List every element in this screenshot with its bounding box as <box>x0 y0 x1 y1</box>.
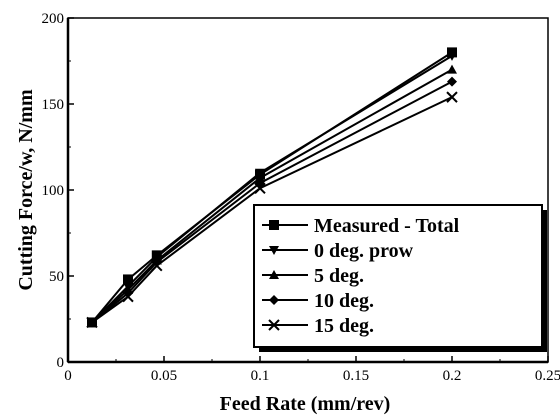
data-point <box>151 259 163 272</box>
data-point <box>123 274 133 285</box>
legend-label: 0 deg. prow <box>314 240 414 262</box>
legend-label: 10 deg. <box>314 290 374 312</box>
legend-marker <box>269 295 279 305</box>
legend-label: Measured - Total <box>314 215 460 237</box>
data-point <box>447 76 457 87</box>
legend-label: 5 deg. <box>314 265 364 287</box>
x-tick-label: 0.15 <box>343 368 369 384</box>
x-tick-label: 0.25 <box>535 368 560 384</box>
legend-marker <box>269 270 279 279</box>
x-tick-label: 0 <box>64 368 72 384</box>
series-markers <box>86 47 458 329</box>
y-tick-label: 100 <box>42 183 65 199</box>
legend: Measured - Total 0 deg. prow 5 deg. 10 deg.… <box>253 204 547 352</box>
legend-label: 15 deg. <box>314 315 374 337</box>
x-axis-label: Feed Rate (mm/rev) <box>220 393 391 415</box>
data-point <box>447 64 457 74</box>
y-axis-label: Cutting Force/w, N/mm <box>15 89 37 291</box>
data-point <box>446 91 458 103</box>
data-point <box>254 182 266 194</box>
x-tick-label: 0.05 <box>151 368 177 384</box>
legend-marker <box>269 246 279 255</box>
x-tick-label: 0.2 <box>443 368 462 384</box>
x-tick-label: 0.1 <box>251 368 270 384</box>
data-point <box>122 290 134 303</box>
y-tick-label: 150 <box>42 97 65 113</box>
axes <box>66 17 549 364</box>
y-tick-label: 50 <box>49 269 64 285</box>
y-tick-label: 0 <box>57 355 65 371</box>
data-point <box>151 257 162 268</box>
data-point <box>123 288 133 299</box>
legend-marker <box>269 220 279 230</box>
data-point <box>447 51 457 61</box>
data-point <box>86 316 98 329</box>
tick-labels: 0 0.05 0.1 0.15 0.2 0.25 0 50 100 150 200 <box>42 11 560 384</box>
data-point <box>255 172 265 182</box>
legend-marker <box>268 319 280 331</box>
y-tick-label: 200 <box>42 11 65 27</box>
